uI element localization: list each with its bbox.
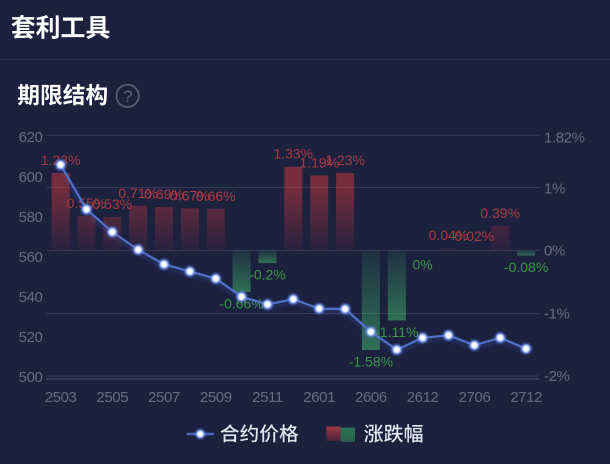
svg-text:0.69%: 0.69% [144,186,184,202]
svg-text:0.71%: 0.71% [118,185,158,201]
svg-text:1.19%: 1.19% [299,155,339,171]
svg-text:2509: 2509 [200,389,232,406]
svg-text:2606: 2606 [355,389,387,406]
svg-text:2706: 2706 [459,389,491,406]
svg-text:600: 600 [19,169,43,186]
svg-text:-2%: -2% [544,368,570,385]
svg-text:500: 500 [19,369,43,386]
svg-text:0%: 0% [544,242,565,259]
svg-text:0.66%: 0.66% [196,188,236,204]
svg-text:1%: 1% [544,181,565,198]
svg-text:0.02%: 0.02% [455,228,495,244]
svg-text:-0.08%: -0.08% [504,259,548,275]
svg-text:2505: 2505 [96,389,128,406]
svg-text:-1.58%: -1.58% [349,354,393,370]
svg-text:2503: 2503 [45,389,77,406]
svg-text:540: 540 [19,289,43,306]
svg-text:580: 580 [19,209,43,226]
svg-text:2601: 2601 [303,389,335,406]
svg-text:1.23%: 1.23% [325,152,365,168]
svg-text:0.67%: 0.67% [170,187,210,203]
svg-text:2712: 2712 [510,389,542,406]
svg-text:1.82%: 1.82% [544,129,585,146]
svg-text:-1.11%: -1.11% [375,324,418,340]
svg-text:560: 560 [19,249,43,266]
svg-text:520: 520 [19,329,43,346]
svg-text:0.39%: 0.39% [480,205,520,221]
svg-text:620: 620 [19,129,43,146]
svg-text:-0.2%: -0.2% [249,267,286,283]
svg-text:0%: 0% [412,257,432,273]
svg-text:0.53%: 0.53% [92,196,132,212]
svg-text:2612: 2612 [407,389,439,406]
svg-text:2511: 2511 [252,389,283,406]
svg-text:0.04%: 0.04% [429,227,469,243]
svg-text:-1%: -1% [544,305,570,322]
svg-text:1.33%: 1.33% [273,146,313,162]
svg-text:2507: 2507 [148,389,180,406]
svg-text:?: ? [123,87,132,106]
